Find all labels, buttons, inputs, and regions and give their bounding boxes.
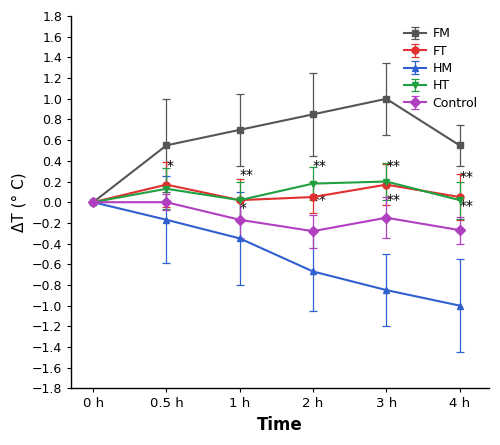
Text: *: * bbox=[166, 159, 173, 173]
Text: **: ** bbox=[240, 167, 254, 182]
Text: **: ** bbox=[386, 194, 400, 207]
Text: **: ** bbox=[313, 194, 327, 207]
Legend: FM, FT, HM, HT, Control: FM, FT, HM, HT, Control bbox=[399, 22, 482, 115]
Y-axis label: ΔT (° C): ΔT (° C) bbox=[11, 172, 26, 232]
Text: *: * bbox=[240, 201, 246, 214]
Text: **: ** bbox=[313, 159, 327, 173]
Text: **: ** bbox=[460, 198, 473, 213]
Text: **: ** bbox=[386, 159, 400, 173]
Text: **: ** bbox=[460, 170, 473, 184]
X-axis label: Time: Time bbox=[257, 416, 303, 434]
